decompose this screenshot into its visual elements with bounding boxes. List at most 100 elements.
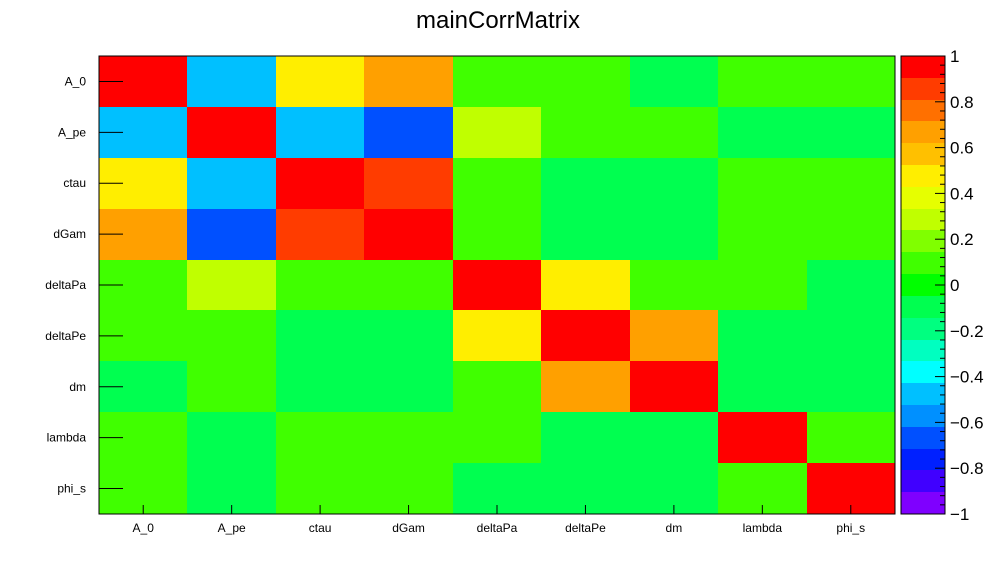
colorbar-swatch: [901, 274, 945, 296]
colorbar-swatch: [901, 165, 945, 187]
y-tick-label: lambda: [47, 431, 87, 445]
heatmap-cell-ctau-dm: [630, 158, 718, 209]
y-tick-label: A_0: [65, 74, 87, 88]
heatmap-cell-deltaPa-dm: [630, 260, 718, 310]
heatmap-cell-dm-phi_s: [807, 361, 895, 412]
colorbar-tick-label: −1: [950, 505, 969, 524]
colorbar-swatch: [901, 209, 945, 230]
heatmap-cell-ctau-lambda: [718, 158, 807, 209]
colorbar-swatch: [901, 56, 945, 78]
colorbar-swatch: [901, 405, 945, 427]
heatmap-cell-A_pe-ctau: [276, 107, 364, 158]
heatmap-cell-dGam-A_pe: [187, 209, 276, 260]
colorbar-swatch: [901, 470, 945, 492]
colorbar-tick-label: 0.8: [950, 93, 974, 112]
colorbar-swatch: [901, 340, 945, 361]
heatmap-cell-dm-lambda: [718, 361, 807, 412]
heatmap-cell-deltaPa-ctau: [276, 260, 364, 310]
x-tick-label: ctau: [309, 521, 332, 535]
heatmap-cell-deltaPe-deltaPe: [541, 310, 630, 361]
heatmap-cells: [99, 56, 895, 514]
y-tick-label: ctau: [63, 176, 86, 190]
heatmap-cell-A_pe-A_pe: [187, 107, 276, 158]
chart-title: mainCorrMatrix: [416, 7, 580, 34]
x-tick-label: deltaPe: [565, 521, 606, 535]
heatmap-cell-dm-ctau: [276, 361, 364, 412]
heatmap-cell-lambda-deltaPe: [541, 412, 630, 463]
colorbar-tick-label: −0.6: [950, 413, 984, 432]
colorbar-swatch: [901, 427, 945, 449]
x-tick-label: lambda: [743, 521, 783, 535]
heatmap-cell-deltaPa-A_pe: [187, 260, 276, 310]
heatmap-cell-A_0-A_pe: [187, 56, 276, 107]
heatmap-cell-lambda-lambda: [718, 412, 807, 463]
heatmap-cell-deltaPe-dGam: [364, 310, 453, 361]
y-tick-label: A_pe: [58, 125, 86, 139]
heatmap-cell-A_0-deltaPe: [541, 56, 630, 107]
y-tick-label: deltaPe: [45, 329, 86, 343]
colorbar-swatch: [901, 492, 945, 514]
colorbar-tick-label: 1: [950, 47, 959, 66]
colorbar-tick-label: −0.4: [950, 368, 984, 387]
heatmap-cell-dGam-dGam: [364, 209, 453, 260]
colorbar-tick-label: 0: [950, 276, 959, 295]
colorbar-swatch: [901, 361, 945, 383]
colorbar-swatch: [901, 187, 945, 209]
colorbar-swatch: [901, 78, 945, 100]
heatmap-cell-A_0-dGam: [364, 56, 453, 107]
heatmap-cell-deltaPe-deltaPa: [453, 310, 541, 361]
heatmap-cell-deltaPe-lambda: [718, 310, 807, 361]
colorbar-tick-label: 0.4: [950, 184, 974, 203]
colorbar-swatch: [901, 318, 945, 340]
colorbar-swatch: [901, 383, 945, 405]
colorbar-swatch: [901, 252, 945, 274]
heatmap-cell-A_0-dm: [630, 56, 718, 107]
heatmap-cell-dm-deltaPa: [453, 361, 541, 412]
heatmap-cell-ctau-dGam: [364, 158, 453, 209]
x-axis-ticks: A_0 A_pe ctau dGam deltaPa deltaPe dm lambda phi…: [133, 505, 865, 535]
heatmap-cell-deltaPe-dm: [630, 310, 718, 361]
heatmap-cell-ctau-phi_s: [807, 158, 895, 209]
heatmap-cell-A_0-deltaPa: [453, 56, 541, 107]
heatmap-cell-A_pe-dGam: [364, 107, 453, 158]
heatmap-cell-A_pe-deltaPe: [541, 107, 630, 158]
heatmap-cell-deltaPe-phi_s: [807, 310, 895, 361]
colorbar-tick-label: −0.8: [950, 459, 984, 478]
heatmap-cell-dGam-lambda: [718, 209, 807, 260]
colorbar-swatch: [901, 121, 945, 143]
heatmap-cell-lambda-phi_s: [807, 412, 895, 463]
heatmap-cell-dm-A_pe: [187, 361, 276, 412]
color-scale-bar: 1 0.8 0.6 0.4 0.2 0 −0.2 −0.4 −0.6 −0.8 −1: [900, 47, 984, 524]
y-tick-label: dGam: [53, 227, 86, 241]
colorbar-tick-label: 0.6: [950, 139, 974, 158]
x-tick-label: A_pe: [218, 521, 246, 535]
heatmap-cell-deltaPa-phi_s: [807, 260, 895, 310]
heatmap-cell-dGam-deltaPa: [453, 209, 541, 260]
heatmap-cell-A_pe-lambda: [718, 107, 807, 158]
heatmap-cell-dGam-deltaPe: [541, 209, 630, 260]
heatmap-cell-dm-deltaPe: [541, 361, 630, 412]
x-tick-label: phi_s: [836, 521, 865, 535]
heatmap-cell-lambda-A_pe: [187, 412, 276, 463]
heatmap-cell-dm-dGam: [364, 361, 453, 412]
heatmap-cell-deltaPa-lambda: [718, 260, 807, 310]
heatmap-cell-A_pe-phi_s: [807, 107, 895, 158]
heatmap-cell-deltaPe-ctau: [276, 310, 364, 361]
colorbar-swatch: [901, 449, 945, 470]
colorbar-swatch: [901, 143, 945, 165]
heatmap-cell-A_0-ctau: [276, 56, 364, 107]
x-tick-label: A_0: [133, 521, 155, 535]
heatmap-cell-lambda-deltaPa: [453, 412, 541, 463]
colorbar-swatch: [901, 296, 945, 318]
colorbar-tick-label: −0.2: [950, 322, 984, 341]
heatmap-cell-deltaPe-A_pe: [187, 310, 276, 361]
heatmap-cell-ctau-A_pe: [187, 158, 276, 209]
heatmap-cell-deltaPa-deltaPa: [453, 260, 541, 310]
heatmap-cell-ctau-ctau: [276, 158, 364, 209]
heatmap-cell-A_pe-deltaPa: [453, 107, 541, 158]
x-tick-label: dm: [666, 521, 683, 535]
x-tick-label: deltaPa: [477, 521, 518, 535]
heatmap-cell-dGam-dm: [630, 209, 718, 260]
colorbar-swatch: [901, 100, 945, 121]
